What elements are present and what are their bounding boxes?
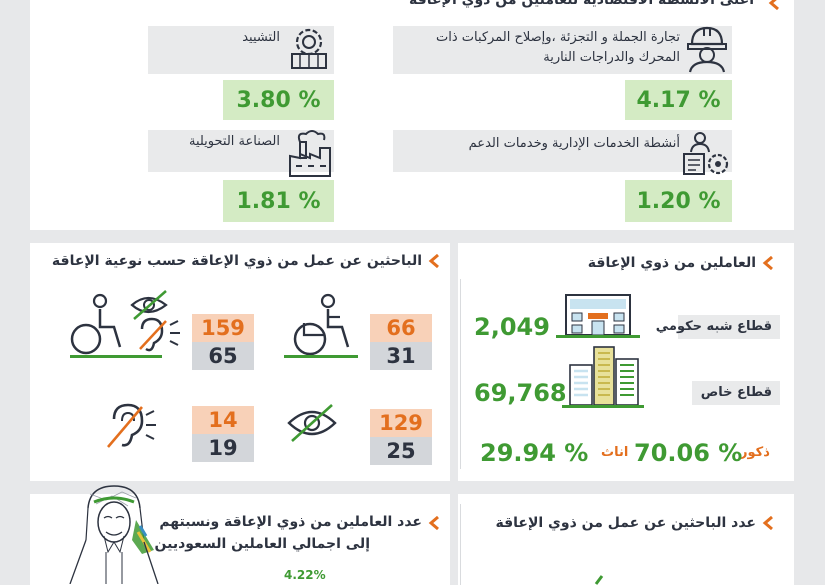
chevron-left-icon — [768, 0, 779, 10]
hearing-grey-count: 19 — [192, 434, 254, 462]
job-seekers-count-panel: عدد الباحثين عن عمل من ذوي الإعاقة — [458, 494, 794, 585]
male-label: ذكور — [740, 445, 770, 460]
top-activities-title: أعلى الأنشطة الاقتصادية للعاملين من ذوي … — [409, 0, 754, 8]
top-activities-panel: أعلى الأنشطة الاقتصادية للعاملين من ذوي … — [30, 0, 794, 230]
multiple-orange-count: 159 — [192, 314, 254, 342]
hearing-orange-count: 14 — [192, 406, 254, 434]
activity-value-admin: 1.20 % — [625, 180, 732, 222]
panel-divider — [460, 279, 461, 469]
saudi-man-illustration — [69, 485, 159, 584]
job-seekers-count-title: عدد الباحثين عن عمل من ذوي الإعاقة — [495, 515, 756, 531]
wheelchair-underline — [284, 355, 358, 358]
female-value: 29.94 % — [480, 439, 589, 467]
hearing-impairment-icon — [107, 403, 156, 448]
green-check-mark — [594, 575, 604, 585]
private-label: قطاع خاص — [692, 381, 780, 405]
chevron-left-icon — [762, 516, 773, 530]
construction-worker-icon — [687, 26, 727, 73]
activity-card-admin — [393, 130, 732, 172]
panel-divider — [460, 504, 461, 585]
chevron-left-icon — [762, 256, 773, 270]
activity-card-trade — [393, 26, 732, 74]
semi-gov-value: 2,049 — [474, 313, 550, 341]
multiple-disability-icon — [70, 290, 180, 355]
private-underline — [562, 405, 644, 408]
city-buildings-icon — [569, 346, 639, 406]
job-seekers-by-type-panel: الباحثين عن عمل من ذوي الإعاقة حسب نوعية… — [30, 243, 450, 481]
activity-value-trade: 4.17 % — [625, 80, 732, 120]
wheelchair-orange-count: 66 — [370, 314, 432, 342]
visual-grey-count: 25 — [370, 437, 432, 465]
activity-label-trade: تجارة الجملة و التجزئة ،وإصلاح المركبات … — [435, 30, 680, 65]
multiple-grey-count: 65 — [192, 342, 254, 370]
visual-orange-count: 129 — [370, 409, 432, 437]
workers-ratio-title-line2: إلى اجمالي العاملين السعوديين — [154, 536, 370, 552]
chevron-left-icon — [428, 516, 439, 530]
activity-card-manufacturing — [148, 130, 334, 172]
female-label: اناث — [601, 445, 629, 460]
workers-ratio-panel: عدد العاملين من ذوي الإعاقة ونسبتهم إلى … — [30, 485, 450, 585]
semi-gov-label: قطاع شبه حكومي — [656, 315, 780, 339]
activity-card-construction — [148, 26, 334, 74]
wheelchair-grey-count: 31 — [370, 342, 432, 370]
semi-gov-underline — [556, 335, 640, 338]
wheelchair-icon — [293, 293, 350, 356]
private-value: 69,768 — [474, 379, 567, 407]
workers-panel: العاملين من ذوي الإعاقة 2,049 قطاع شبه ح… — [458, 243, 794, 481]
workers-title: العاملين من ذوي الإعاقة — [587, 255, 756, 271]
admin-services-icon — [683, 132, 729, 175]
job-seekers-by-type-title: الباحثين عن عمل من ذوي الإعاقة حسب نوعية… — [51, 253, 422, 269]
government-building-icon — [565, 294, 631, 336]
activity-label-construction: التشييد — [242, 30, 280, 45]
workers-ratio-title-line1: عدد العاملين من ذوي الإعاقة ونسبتهم — [159, 514, 422, 530]
multiple-underline — [70, 355, 162, 358]
factory-icon — [289, 130, 331, 177]
male-value: 70.06 % — [634, 439, 743, 467]
activity-value-manufacturing: 1.81 % — [223, 180, 334, 222]
workers-ratio-percent: 4.22% — [284, 568, 326, 582]
chevron-left-icon — [428, 254, 439, 268]
gear-building-icon — [291, 28, 327, 69]
activity-label-manufacturing: الصناعة التحويلية — [188, 134, 280, 149]
activity-label-admin: أنشطة الخدمات الإدارية وخدمات الدعم — [468, 136, 680, 151]
visual-impairment-icon — [287, 404, 337, 442]
activity-value-construction: 3.80 % — [223, 80, 334, 120]
